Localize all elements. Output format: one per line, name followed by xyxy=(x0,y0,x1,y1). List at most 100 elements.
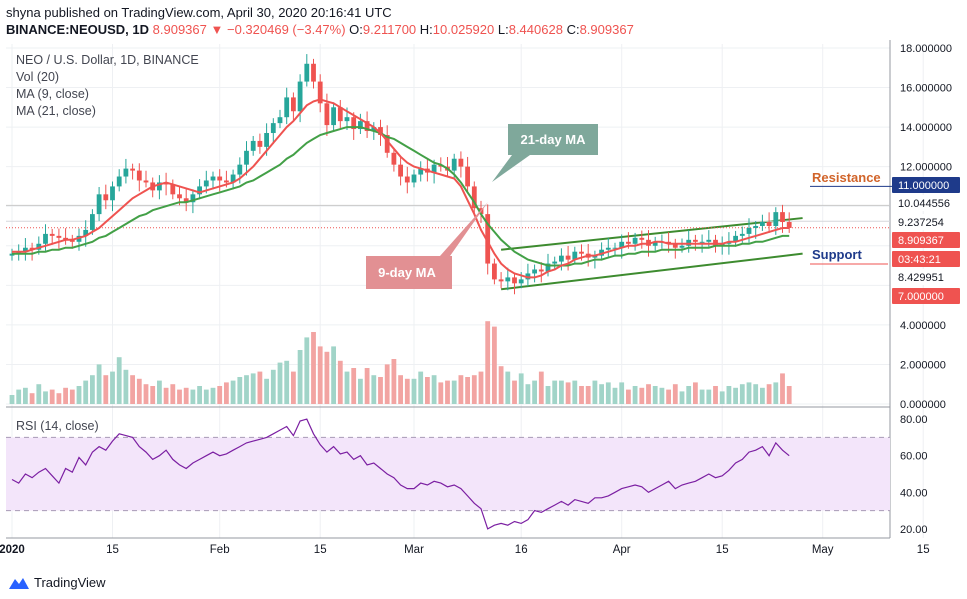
candle-body xyxy=(612,247,618,249)
volume-bar xyxy=(311,332,316,404)
volume-bar xyxy=(150,386,156,404)
legend-rsi[interactable]: RSI (14, close) xyxy=(16,419,99,433)
tradingview-logo[interactable]: TradingView xyxy=(8,575,106,590)
volume-bar xyxy=(130,375,135,404)
candle-body xyxy=(451,158,457,171)
channel-upper-line xyxy=(500,217,803,251)
time-tick-label: 2020 xyxy=(0,544,25,556)
legend-ma21[interactable]: MA (21, close) xyxy=(16,104,96,118)
candle-body xyxy=(217,176,223,181)
volume-bar xyxy=(445,380,450,404)
volume-bar xyxy=(471,375,477,404)
candle-body xyxy=(699,241,705,243)
candle-body xyxy=(786,222,792,228)
time-tick-label: 15 xyxy=(917,544,930,556)
candle-body xyxy=(297,81,303,112)
candle-body xyxy=(49,233,55,236)
volume-bar xyxy=(123,369,129,404)
candle-body xyxy=(498,279,504,282)
volume-bar xyxy=(384,364,390,404)
volume-bar xyxy=(780,373,785,404)
candle-body xyxy=(733,235,738,242)
volume-bar xyxy=(364,368,370,404)
price-tag-box xyxy=(892,177,960,193)
candle-body xyxy=(760,222,765,226)
volume-bar xyxy=(244,375,249,404)
candle-body xyxy=(136,170,142,181)
high-label: H: xyxy=(419,22,433,37)
legend-volume[interactable]: Vol (20) xyxy=(16,70,60,84)
candle-body xyxy=(56,235,62,238)
volume-bar xyxy=(666,389,671,404)
candle-body xyxy=(337,107,343,122)
volume-bar xyxy=(686,386,692,404)
price-tick-label: 4.000000 xyxy=(900,320,946,332)
legend-pair[interactable]: NEO / U.S. Dollar, 1D, BINANCE xyxy=(16,53,199,67)
close-label: C: xyxy=(566,22,580,37)
time-tick-label: 16 xyxy=(515,544,528,556)
volume-bar xyxy=(585,386,591,404)
candle-body xyxy=(364,121,370,132)
volume-bar xyxy=(116,357,122,404)
candle-body xyxy=(592,255,598,258)
moving-averages xyxy=(12,98,790,279)
volume-bar xyxy=(773,382,779,404)
candle-body xyxy=(43,233,48,244)
candle-body xyxy=(69,239,75,242)
candle-body xyxy=(686,239,692,246)
volume-bar xyxy=(431,375,437,404)
candle-body xyxy=(505,277,511,282)
price-tag-box xyxy=(892,214,960,230)
candle-body xyxy=(639,237,645,240)
volume-bar xyxy=(518,373,524,404)
volume-bar xyxy=(371,375,377,404)
candle-body xyxy=(23,247,28,252)
legend-ma9[interactable]: MA (9, close) xyxy=(16,87,89,101)
time-tick-label: May xyxy=(812,544,834,556)
volume-bar xyxy=(398,375,403,404)
tradingview-logo-text: TradingView xyxy=(34,575,106,590)
volume-bar xyxy=(36,384,42,404)
candle-body xyxy=(753,225,759,228)
ma21-callout-text: 21-day MA xyxy=(520,132,586,147)
candle-body xyxy=(713,239,718,246)
candle-body xyxy=(766,222,772,226)
volume-bar xyxy=(411,378,417,404)
volume-bar xyxy=(760,387,765,404)
candle-body xyxy=(284,97,290,118)
candle-body xyxy=(130,168,135,171)
candle-body xyxy=(317,81,323,104)
rsi-tick-label: 80.00 xyxy=(900,414,928,426)
volume-bar xyxy=(143,384,149,404)
candle-body xyxy=(116,176,122,187)
volume-bar xyxy=(163,387,169,404)
candle-body xyxy=(619,241,625,248)
price-tag-label: 9.237254 xyxy=(898,217,944,229)
volume-bar xyxy=(579,386,584,404)
candle-body xyxy=(552,261,558,264)
volume-bar xyxy=(699,389,705,404)
candle-body xyxy=(559,255,564,262)
volume-bar xyxy=(358,378,363,404)
volume-bar xyxy=(157,380,162,404)
rsi-line xyxy=(11,418,790,530)
volume-bar xyxy=(177,389,182,404)
axes: 18.000000 16.000000 14.000000 12.000000 4.00… xyxy=(0,43,952,556)
time-tick-label: Mar xyxy=(404,544,424,556)
open-label: O: xyxy=(349,22,363,37)
candle-body xyxy=(291,97,296,112)
candle-body xyxy=(244,150,249,165)
candle-body xyxy=(210,176,216,181)
support-label: Support xyxy=(812,247,862,262)
candle-body xyxy=(123,168,129,177)
symbol-label: BINANCE:NEOUSD, 1D xyxy=(6,22,150,37)
volume-bar xyxy=(76,386,82,404)
volume-bar xyxy=(565,382,571,404)
volume-bar xyxy=(284,360,290,404)
volume-bar xyxy=(378,377,383,404)
volume-bar xyxy=(438,382,444,404)
candle-body xyxy=(177,194,182,199)
candle-body xyxy=(652,241,658,246)
volume-bar xyxy=(451,380,457,404)
